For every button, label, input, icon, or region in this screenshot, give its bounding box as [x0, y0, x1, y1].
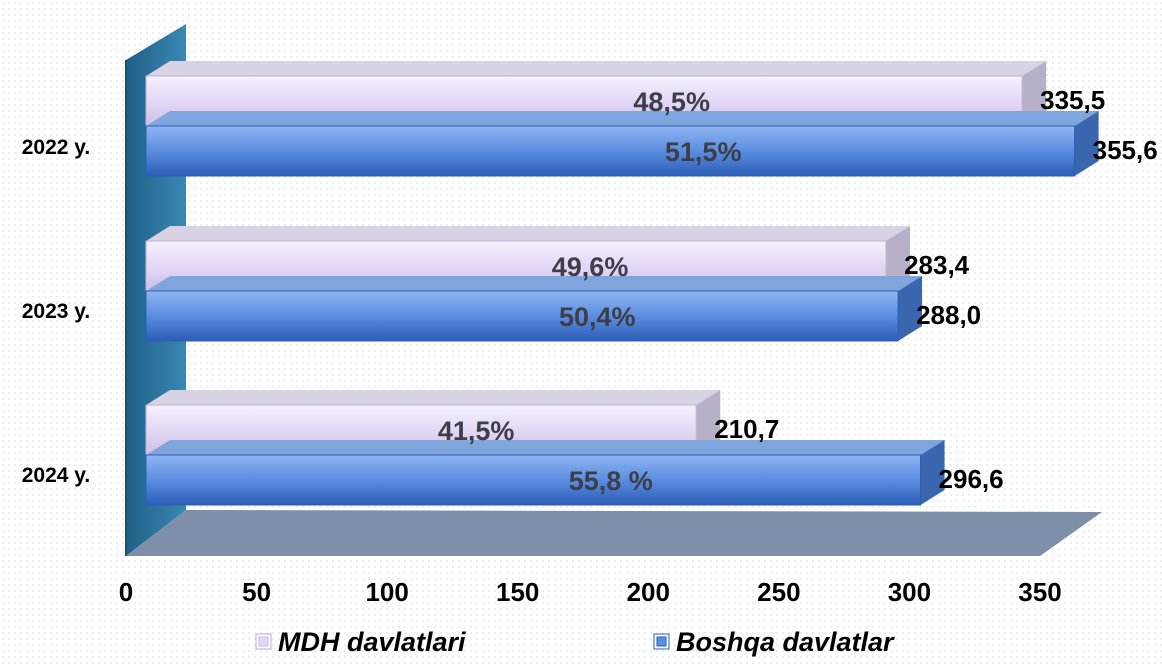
percent-label: 50,4% [559, 302, 636, 332]
bar-top-face [146, 226, 911, 241]
bar-top-face [146, 390, 721, 405]
bar-side-face [886, 226, 911, 291]
percent-label: 49,6% [552, 252, 629, 282]
x-tick-label: 350 [1018, 577, 1061, 607]
x-tick-label: 300 [888, 577, 931, 607]
legend-label: MDH davlatlari [278, 627, 466, 657]
legend: MDH davlatlari Boshqa davlatlar [255, 627, 895, 657]
legend-label: Boshqa davlatlar [676, 627, 895, 657]
x-tick-label: 200 [627, 577, 670, 607]
bar-side-face [1022, 61, 1047, 126]
value-label: 288,0 [916, 300, 981, 330]
bar-side-face [696, 390, 721, 455]
labels-layer: 48,5% 335,5 51,5% 355,6 49,6% 283,4 50,4% 288,0… [438, 85, 1158, 496]
bar-boshqa [145, 290, 899, 342]
bar-side-face [920, 440, 945, 505]
x-tick-label: 100 [365, 577, 408, 607]
x-tick-label: 0 [119, 577, 133, 607]
value-label: 355,6 [1093, 135, 1158, 165]
chart-floor [126, 510, 1102, 556]
bar-side-face [898, 276, 923, 341]
bar-top-face [146, 61, 1047, 76]
legend-swatch-inner [656, 636, 667, 647]
value-label: 210,7 [714, 414, 779, 444]
x-tick-label: 50 [242, 577, 271, 607]
category-label: 2023 y. [22, 300, 91, 323]
percent-label: 48,5% [633, 87, 710, 117]
bar-top-face [146, 111, 1099, 126]
x-tick-label: 150 [496, 577, 539, 607]
legend-swatch-inner [258, 636, 269, 647]
category-label: 2024 y. [22, 464, 91, 487]
value-label: 335,5 [1040, 85, 1105, 115]
category-label: 2022 y. [22, 136, 91, 159]
value-label: 296,6 [939, 464, 1004, 494]
bar-boshqa [145, 125, 1076, 177]
x-tick-label: 250 [757, 577, 800, 607]
value-label: 283,4 [904, 250, 970, 280]
bar-side-face [1074, 111, 1099, 176]
bar-boshqa [145, 454, 922, 506]
bars-layer [145, 61, 1099, 506]
percent-label: 41,5% [438, 416, 515, 446]
percent-label: 55,8 % [569, 466, 653, 496]
bar-top-face [146, 440, 945, 455]
percent-label: 51,5% [665, 137, 742, 167]
bar-top-face [146, 276, 923, 291]
